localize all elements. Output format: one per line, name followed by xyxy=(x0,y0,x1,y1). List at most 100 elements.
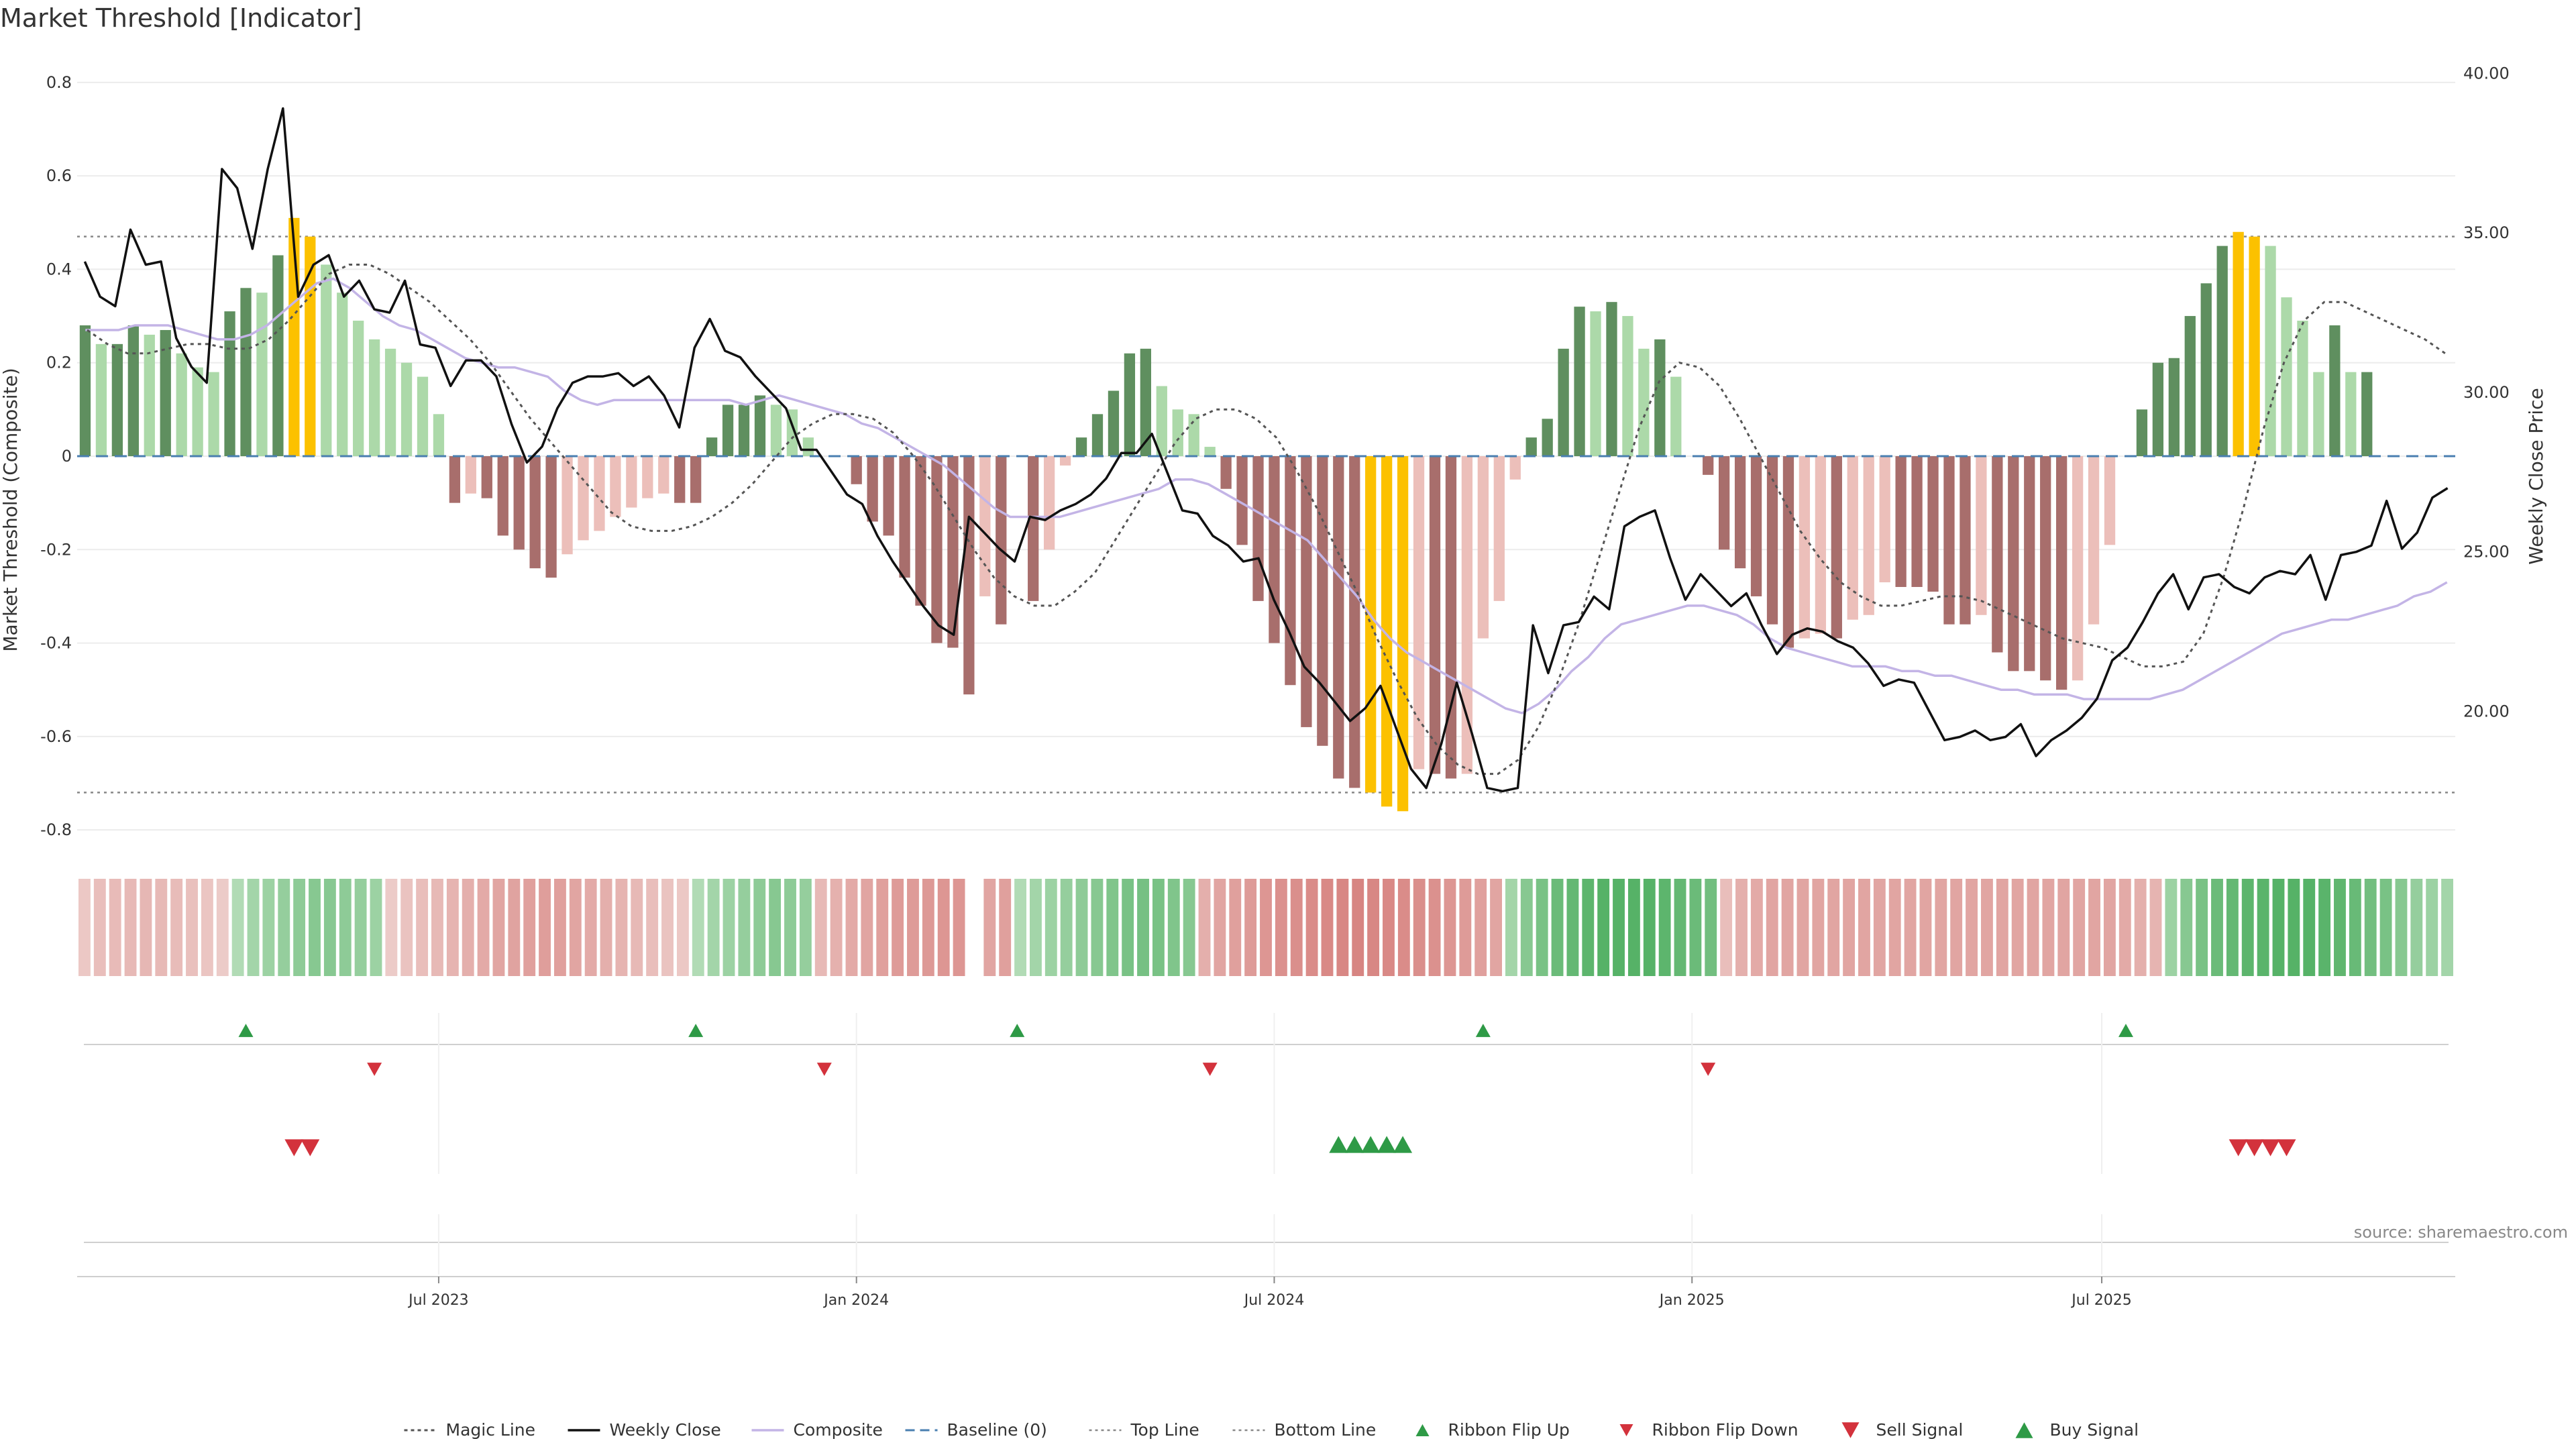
x-tick-label: Jan 2024 xyxy=(822,1292,889,1309)
ribbon-cell xyxy=(2395,879,2408,976)
composite-bar xyxy=(1108,390,1120,456)
sell-signal-marker xyxy=(2261,1139,2280,1157)
legend-label: Weekly Close xyxy=(610,1420,721,1440)
composite-bar xyxy=(1349,456,1360,788)
composite-bar xyxy=(1140,348,1151,456)
composite-bar xyxy=(1220,456,1232,489)
y-tick-label: 0.2 xyxy=(46,354,72,372)
ribbon-cell xyxy=(293,879,306,976)
ribbon-cell xyxy=(1152,879,1165,976)
composite-bar xyxy=(1831,456,1842,639)
ribbon-cell xyxy=(2349,879,2361,976)
composite-bar xyxy=(947,456,959,648)
composite-bar xyxy=(2233,231,2244,456)
ribbon-cell xyxy=(1873,879,1886,976)
composite-bar xyxy=(899,456,910,578)
composite-bar xyxy=(2056,456,2068,690)
composite-bar xyxy=(176,353,187,456)
composite-bar xyxy=(658,456,669,494)
ribbon-cell xyxy=(2288,879,2300,976)
composite-bar xyxy=(1960,456,1971,625)
composite-bar xyxy=(1895,456,1907,587)
composite-bar xyxy=(2249,236,2260,456)
composite-bar xyxy=(2216,246,2228,456)
composite-bar xyxy=(79,325,91,456)
composite-bar xyxy=(1734,456,1746,569)
ribbon-cell xyxy=(339,879,352,976)
x-tick-label: Jul 2025 xyxy=(2070,1292,2132,1309)
composite-bar xyxy=(1445,456,1457,779)
ribbon-cell xyxy=(1627,879,1640,976)
composite-bar xyxy=(2345,372,2357,456)
ribbon-cell xyxy=(799,879,812,976)
legend-label: Magic Line xyxy=(446,1420,536,1440)
ribbon-cell xyxy=(738,879,751,976)
threshold-lines xyxy=(77,235,2455,794)
composite-bar xyxy=(867,456,878,522)
composite-bar xyxy=(2184,316,2196,456)
ribbon-cell xyxy=(2211,879,2223,976)
composite-bar xyxy=(642,456,653,498)
ribbon-cell xyxy=(1981,879,1993,976)
composite-bar xyxy=(1992,456,2003,653)
composite-bar xyxy=(1638,348,1650,456)
composite-bar xyxy=(2104,456,2116,545)
ribbon-cell xyxy=(907,879,919,976)
composite-bar xyxy=(1719,456,1730,550)
ribbon-cell xyxy=(1858,879,1870,976)
ribbon-cell xyxy=(661,879,674,976)
ribbon-cell xyxy=(1582,879,1595,976)
composite-bar xyxy=(1477,456,1489,639)
ribbon-cell xyxy=(2241,879,2254,976)
composite-bar xyxy=(1252,456,1264,601)
ribbon-cell xyxy=(1167,879,1180,976)
x-tick-label: Jan 2025 xyxy=(1658,1292,1725,1309)
composite-bar xyxy=(626,456,637,508)
ribbon-cell xyxy=(216,879,229,976)
composite-bar xyxy=(2361,372,2373,456)
ribbon-cell xyxy=(2426,879,2438,976)
composite-bar xyxy=(1815,456,1827,634)
y2-tick-label: 20.00 xyxy=(2463,702,2510,720)
ribbon-cell xyxy=(769,879,782,976)
composite-bar xyxy=(1461,456,1473,774)
ribbon-cell xyxy=(1030,879,1042,976)
composite-bar xyxy=(95,343,107,456)
ribbon-cell xyxy=(1244,879,1257,976)
composite-bar xyxy=(1911,456,1923,587)
ribbon-cell xyxy=(523,879,536,976)
composite-bar xyxy=(754,395,766,456)
ribbon-flip-down-marker xyxy=(367,1063,382,1076)
ribbon-cell xyxy=(983,879,996,976)
composite-bar xyxy=(368,339,380,456)
composite-bar xyxy=(545,456,557,578)
y-tick-label: -0.4 xyxy=(40,634,72,653)
ribbon-cell xyxy=(1613,879,1625,976)
legend-label: Ribbon Flip Up xyxy=(1448,1420,1570,1440)
composite-bar xyxy=(449,456,461,503)
composite-bar xyxy=(1091,414,1104,456)
ribbon-cell xyxy=(2272,879,2285,976)
composite-bar xyxy=(802,437,814,456)
legend-label: Buy Signal xyxy=(2050,1420,2139,1440)
ribbon-cell xyxy=(124,879,137,976)
ribbon-cell xyxy=(1260,879,1272,976)
x-tick-label: Jul 2023 xyxy=(407,1292,469,1309)
composite-bar xyxy=(497,456,508,536)
ribbon-cell xyxy=(1750,879,1763,976)
composite-bar xyxy=(2008,456,2019,672)
ribbon-flip-down-marker xyxy=(1701,1063,1716,1076)
ribbon-cell xyxy=(1383,879,1395,976)
ribbon-cell xyxy=(1044,879,1057,976)
ribbon-cell xyxy=(1014,879,1026,976)
ribbon-cell xyxy=(2410,879,2423,976)
buy-signal-marker xyxy=(1329,1136,1348,1153)
ribbon-cell xyxy=(278,879,290,976)
ribbon-cell xyxy=(814,879,827,976)
composite-bar xyxy=(144,334,155,456)
composite-bar xyxy=(127,325,139,456)
legend-label: Baseline (0) xyxy=(947,1420,1047,1440)
composite-bar xyxy=(851,456,862,484)
ribbon-flip-up-marker xyxy=(238,1024,254,1037)
